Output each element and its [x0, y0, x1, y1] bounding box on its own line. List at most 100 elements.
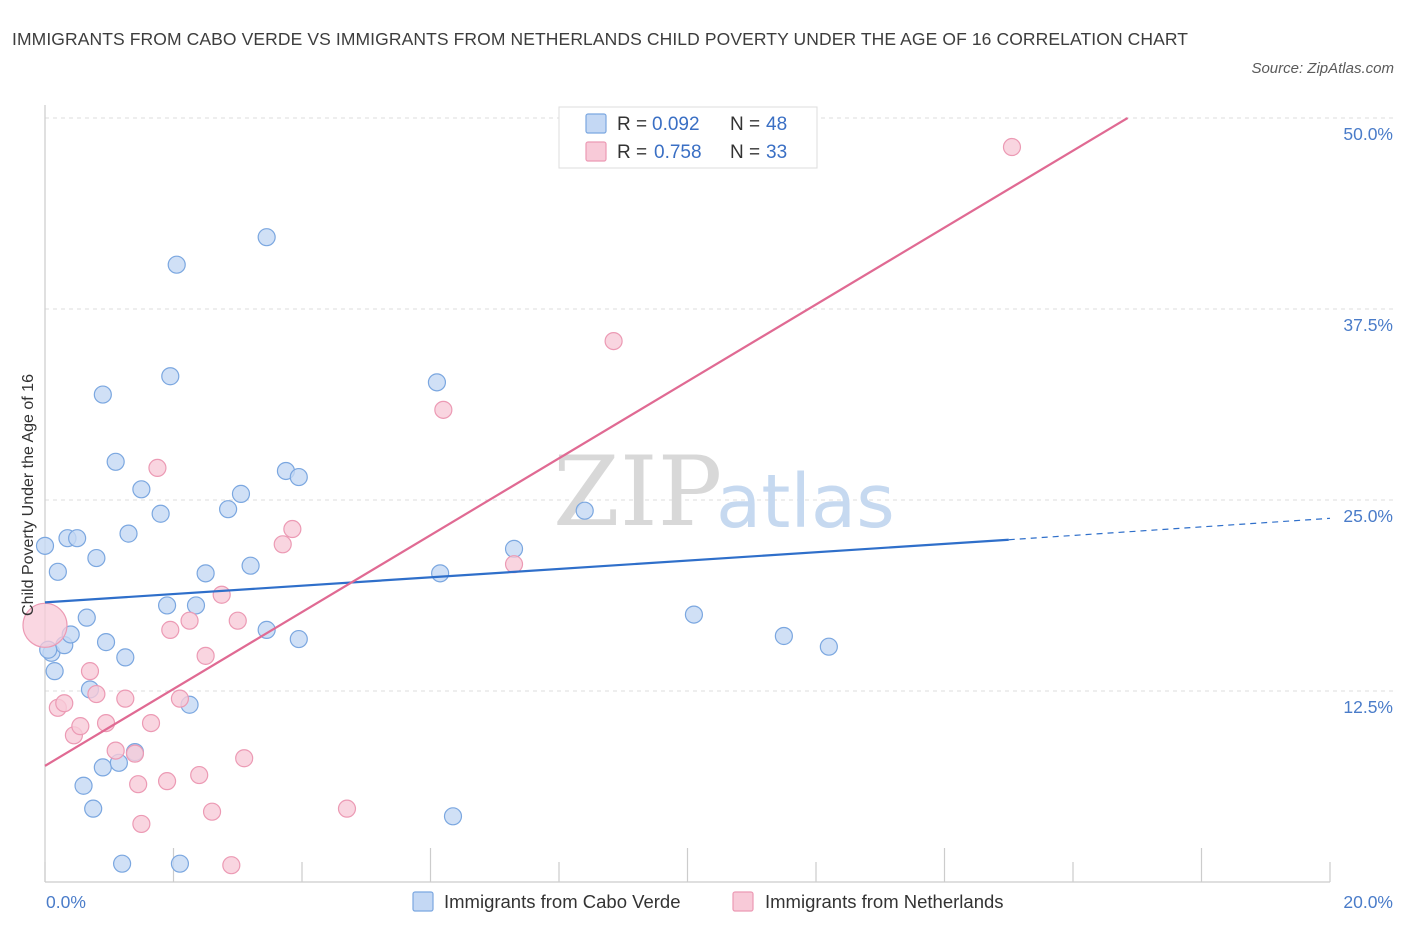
point-netherlands-2	[55, 694, 74, 713]
bottom-legend: Immigrants from Cabo Verde Immigrants fr…	[412, 891, 1004, 912]
point-netherlands-18	[180, 611, 199, 630]
point-cabo-verde-46	[819, 637, 838, 656]
legend-swatch-cabo-verde	[585, 113, 607, 134]
point-cabo-verde-22	[132, 480, 151, 499]
point-cabo-verde-33	[241, 556, 260, 575]
point-cabo-verde-37	[289, 467, 308, 487]
trend-line-extension-cabo-verde	[1008, 517, 1331, 541]
point-cabo-verde-23	[151, 504, 170, 523]
data-points	[22, 137, 1022, 875]
point-netherlands-29	[434, 400, 453, 419]
point-cabo-verde-35	[257, 228, 276, 247]
point-cabo-verde-29	[186, 596, 206, 615]
point-cabo-verde-25	[161, 367, 180, 386]
point-cabo-verde-18	[112, 854, 132, 873]
legend-n-value-1: 48	[766, 114, 787, 135]
point-cabo-verde-2	[45, 662, 64, 681]
point-cabo-verde-12	[87, 548, 106, 568]
chart-title: IMMIGRANTS FROM CABO VERDE VS IMMIGRANTS…	[12, 29, 1189, 49]
trend-line-netherlands	[44, 117, 1129, 767]
point-netherlands-22	[212, 585, 231, 604]
point-netherlands-0	[22, 602, 68, 648]
point-netherlands-27	[283, 519, 302, 539]
legend-r-label-1: R =	[617, 114, 647, 135]
point-cabo-verde-30	[196, 564, 215, 583]
point-cabo-verde-8	[74, 776, 93, 795]
point-cabo-verde-45	[774, 626, 793, 646]
point-cabo-verde-43	[575, 501, 594, 520]
y-tick-label-2: 37.5%	[1343, 315, 1393, 335]
point-netherlands-20	[196, 646, 215, 665]
bottom-legend-swatch-cabo-verde	[412, 891, 434, 912]
point-netherlands-24	[228, 611, 247, 630]
legend-n-label-2: N =	[730, 142, 760, 163]
point-netherlands-28	[337, 799, 357, 818]
point-cabo-verde-42	[504, 539, 524, 558]
point-cabo-verde-44	[684, 605, 704, 624]
legend-n-label-1: N =	[730, 114, 760, 135]
y-tick-label-3: 50.0%	[1343, 124, 1393, 144]
point-cabo-verde-3	[48, 562, 67, 581]
point-netherlands-15	[157, 772, 177, 791]
point-cabo-verde-39	[427, 373, 447, 392]
point-netherlands-21	[202, 802, 222, 821]
point-netherlands-10	[125, 744, 145, 763]
bottom-legend-swatch-netherlands	[732, 891, 754, 912]
trend-line-cabo-verde	[44, 538, 1009, 604]
point-netherlands-14	[148, 458, 167, 478]
x-tick-label-min: 0.0%	[46, 892, 86, 912]
point-netherlands-23	[222, 856, 241, 875]
point-netherlands-32	[1002, 137, 1022, 157]
point-netherlands-13	[141, 713, 161, 733]
point-cabo-verde-20	[119, 524, 138, 543]
x-tick-label-max: 20.0%	[1343, 892, 1393, 912]
legend-r-value-2: 0.758	[654, 142, 702, 163]
watermark-zip: ZIP	[553, 436, 722, 548]
point-netherlands-31	[604, 331, 623, 351]
point-netherlands-19	[190, 765, 209, 785]
y-axis-label: Child Poverty Under the Age of 16	[20, 374, 37, 616]
legend-swatch-netherlands	[585, 141, 607, 162]
point-netherlands-11	[129, 775, 148, 794]
point-cabo-verde-15	[96, 633, 116, 652]
point-cabo-verde-31	[219, 500, 238, 519]
point-cabo-verde-32	[231, 484, 251, 503]
point-netherlands-8	[106, 741, 125, 760]
legend-r-value-1: 0.092	[652, 114, 700, 135]
legend-n-value-2: 33	[766, 142, 787, 163]
point-netherlands-6	[87, 684, 106, 704]
point-cabo-verde-16	[106, 452, 125, 471]
source-note: Source: ZipAtlas.com	[1251, 60, 1394, 77]
point-netherlands-12	[132, 814, 151, 834]
point-netherlands-25	[235, 749, 254, 768]
point-cabo-verde-14	[93, 385, 112, 404]
y-tick-label-1: 25.0%	[1343, 506, 1393, 526]
point-cabo-verde-38	[289, 629, 308, 649]
watermark-atlas: atlas	[716, 459, 895, 545]
point-netherlands-17	[170, 689, 190, 708]
point-netherlands-5	[80, 662, 100, 681]
point-cabo-verde-40	[431, 564, 450, 583]
top-legend: R = 0.092 N = 48 R = 0.758 N = 33	[558, 106, 818, 169]
watermark: ZIP atlas	[553, 436, 895, 548]
point-cabo-verde-11	[84, 799, 103, 818]
gridlines	[45, 117, 1393, 692]
bottom-legend-label-netherlands: Immigrants from Netherlands	[765, 891, 1004, 912]
point-netherlands-9	[116, 689, 135, 708]
y-tick-labels: 12.5% 25.0% 37.5% 50.0%	[1343, 124, 1393, 717]
bottom-legend-label-cabo-verde: Immigrants from Cabo Verde	[444, 891, 680, 912]
point-cabo-verde-19	[116, 648, 135, 667]
point-cabo-verde-27	[170, 854, 190, 873]
legend-r-label-2: R =	[617, 142, 647, 163]
point-netherlands-26	[273, 535, 292, 554]
point-netherlands-16	[161, 620, 180, 639]
point-cabo-verde-34	[257, 620, 276, 639]
point-cabo-verde-26	[167, 255, 186, 274]
point-cabo-verde-24	[157, 596, 177, 615]
axes	[44, 105, 1331, 883]
point-cabo-verde-41	[443, 807, 463, 826]
trend-lines	[44, 117, 1331, 767]
point-cabo-verde-0	[35, 536, 55, 555]
point-netherlands-4	[71, 717, 90, 736]
